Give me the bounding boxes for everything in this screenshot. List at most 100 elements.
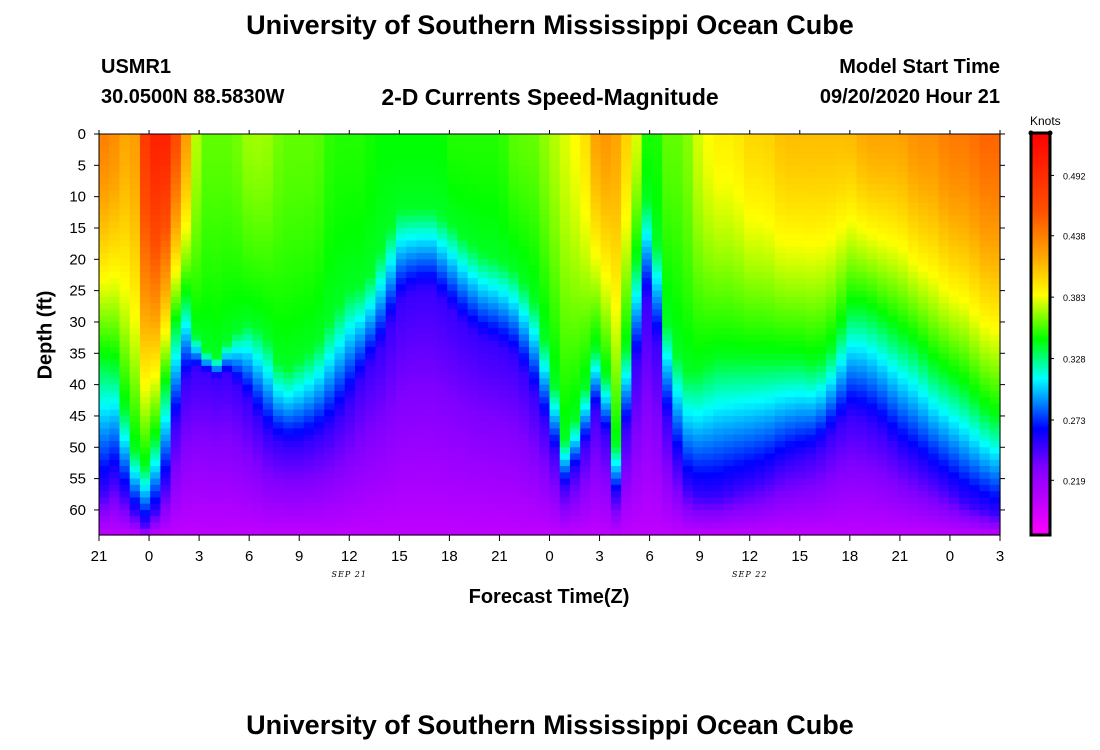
heatmap-cell xyxy=(201,177,213,185)
heatmap-cell xyxy=(508,328,520,336)
heatmap-cell xyxy=(180,296,192,304)
heatmap-cell xyxy=(139,303,151,311)
heatmap-cell xyxy=(641,491,653,499)
heatmap-cell xyxy=(784,140,796,148)
heatmap-cell xyxy=(744,503,755,511)
heatmap-cell xyxy=(590,202,602,210)
heatmap-cell xyxy=(293,309,305,317)
heatmap-cell xyxy=(375,441,387,448)
heatmap-cell xyxy=(406,522,417,530)
heatmap-cell xyxy=(825,328,837,336)
heatmap-cell xyxy=(416,509,428,517)
heatmap-cell xyxy=(211,278,223,285)
heatmap-cell xyxy=(723,372,735,379)
heatmap-cell xyxy=(713,278,725,285)
heatmap-cell xyxy=(692,171,704,179)
heatmap-cell xyxy=(211,491,223,499)
heatmap-cell xyxy=(324,491,336,499)
heatmap-cell xyxy=(662,522,673,530)
heatmap-cell xyxy=(856,221,868,229)
heatmap-cell xyxy=(631,397,643,405)
heatmap-cell xyxy=(375,284,387,292)
heatmap-cell xyxy=(119,296,131,304)
heatmap-cell xyxy=(703,516,714,524)
heatmap-cell xyxy=(160,303,172,311)
heatmap-cell xyxy=(334,434,346,442)
heatmap-cell xyxy=(139,478,151,486)
heatmap-cell xyxy=(733,196,745,204)
heatmap-cell xyxy=(150,246,162,254)
heatmap-cell xyxy=(733,221,745,229)
heatmap-cell xyxy=(375,309,387,317)
heatmap-cell xyxy=(754,309,766,317)
heatmap-cell xyxy=(703,215,714,223)
heatmap-cell xyxy=(641,303,653,311)
heatmap-cell xyxy=(221,340,233,348)
heatmap-cell xyxy=(713,202,725,210)
heatmap-cell xyxy=(242,403,254,411)
heatmap-cell xyxy=(815,447,827,455)
heatmap-cell xyxy=(344,165,356,173)
heatmap-cell xyxy=(651,484,663,492)
heatmap-cell xyxy=(477,159,489,166)
heatmap-cell xyxy=(672,278,684,285)
heatmap-cell xyxy=(180,221,192,229)
heatmap-cell xyxy=(539,234,551,242)
heatmap-cell xyxy=(877,171,888,179)
heatmap-cell xyxy=(631,190,643,198)
heatmap-cell xyxy=(283,134,295,141)
heatmap-cell xyxy=(600,422,612,430)
heatmap-cell xyxy=(334,415,346,423)
heatmap-cell xyxy=(344,309,356,317)
heatmap-cell xyxy=(324,509,336,517)
heatmap-cell xyxy=(160,309,172,317)
heatmap-cell xyxy=(119,190,131,198)
heatmap-cell xyxy=(457,202,469,210)
heatmap-cell xyxy=(877,347,888,354)
heatmap-cell xyxy=(703,146,714,154)
heatmap-cell xyxy=(262,290,274,298)
heatmap-cell xyxy=(713,353,725,361)
heatmap-cell xyxy=(498,259,510,267)
heatmap-cell xyxy=(99,384,110,392)
heatmap-cell xyxy=(283,271,295,279)
heatmap-cell xyxy=(774,478,786,486)
heatmap-cell xyxy=(600,491,612,499)
heatmap-cell xyxy=(324,240,336,248)
heatmap-cell xyxy=(211,159,223,166)
heatmap-cell xyxy=(590,428,602,436)
heatmap-cell xyxy=(662,453,673,461)
heatmap-cell xyxy=(232,284,243,292)
heatmap-cell xyxy=(723,196,735,204)
heatmap-cell xyxy=(211,353,223,361)
heatmap-cell xyxy=(672,215,684,223)
heatmap-cell xyxy=(201,347,213,354)
heatmap-cell xyxy=(518,503,530,511)
heatmap-cell xyxy=(549,140,561,148)
heatmap-cell xyxy=(498,328,510,336)
heatmap-cell xyxy=(815,240,827,248)
heatmap-cell xyxy=(375,422,387,430)
heatmap-cell xyxy=(549,466,561,473)
heatmap-cell xyxy=(539,528,551,536)
heatmap-cell xyxy=(703,484,714,492)
heatmap-cell xyxy=(467,303,479,311)
heatmap-cell xyxy=(303,265,315,273)
heatmap-cell xyxy=(344,378,356,386)
heatmap-cell xyxy=(99,334,110,342)
heatmap-cell xyxy=(825,296,837,304)
heatmap-cell xyxy=(805,146,817,154)
heatmap-cell xyxy=(488,478,499,486)
heatmap-cell xyxy=(365,397,377,405)
heatmap-cell xyxy=(610,516,622,524)
heatmap-cell xyxy=(795,359,807,367)
heatmap-cell xyxy=(529,184,540,191)
heatmap-cell xyxy=(129,447,141,455)
heatmap-cell xyxy=(211,259,223,267)
heatmap-cell xyxy=(170,509,182,517)
heatmap-cell xyxy=(221,140,233,148)
heatmap-cell xyxy=(651,378,663,386)
heatmap-cell xyxy=(160,296,172,304)
heatmap-cell xyxy=(488,522,499,530)
heatmap-cell xyxy=(273,296,284,304)
